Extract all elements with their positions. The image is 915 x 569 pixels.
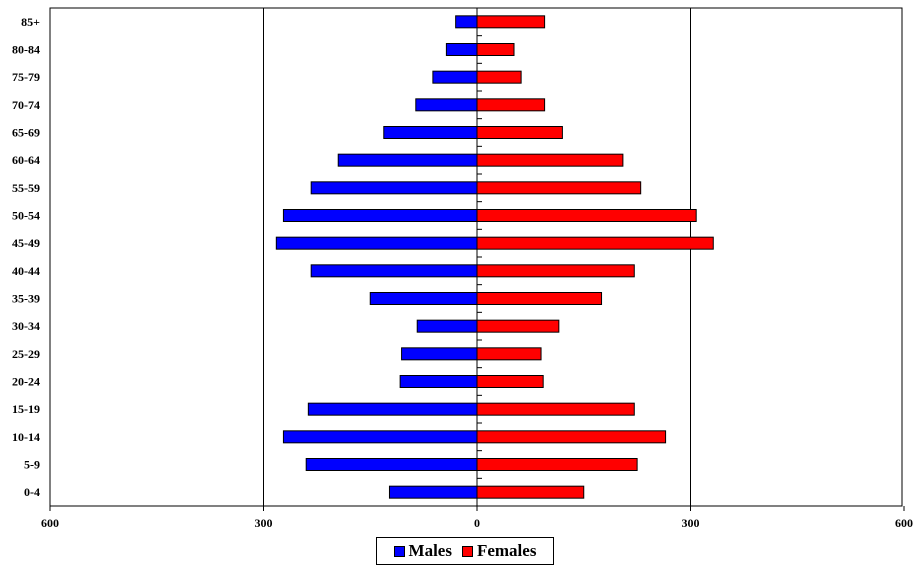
x-tick-label: 0 <box>474 516 480 530</box>
bar-males-50-54 <box>282 209 478 222</box>
legend-item-males: Males <box>393 541 452 561</box>
age-label: 60-64 <box>12 153 40 167</box>
age-label: 80-84 <box>12 43 40 57</box>
age-label: 50-54 <box>12 209 40 223</box>
bar-females-0-4 <box>476 485 585 499</box>
age-label: 40-44 <box>12 264 40 278</box>
bar-females-70-74 <box>476 98 546 112</box>
bar-males-25-29 <box>401 347 478 361</box>
bar-females-55-59 <box>476 181 642 195</box>
bar-males-20-24 <box>399 375 478 388</box>
gridlines <box>263 8 691 506</box>
legend-swatch-males <box>393 545 405 557</box>
age-label: 15-19 <box>12 402 40 416</box>
bar-males-45-49 <box>275 236 478 250</box>
plot-area-border <box>49 7 903 507</box>
legend-label-females: Females <box>476 541 537 560</box>
bar-males-80-84 <box>445 43 478 56</box>
x-tick-labels: 600 300 0 300 600 <box>41 516 913 530</box>
legend-swatch-females <box>461 545 473 557</box>
bar-females-30-34 <box>476 319 560 333</box>
bar-males-85+ <box>455 15 478 29</box>
age-label: 55-59 <box>12 181 40 195</box>
bar-females-15-19 <box>476 402 635 416</box>
age-label: 30-34 <box>12 319 40 333</box>
age-label: 35-39 <box>12 292 40 306</box>
bar-females-10-14 <box>476 430 667 444</box>
legend: Males Females <box>376 537 554 565</box>
bar-males-55-59 <box>310 181 478 195</box>
bar-males-0-4 <box>388 485 478 499</box>
bar-females-40-44 <box>476 264 635 278</box>
bar-males-60-64 <box>337 153 478 167</box>
bars <box>275 15 714 499</box>
bar-females-25-29 <box>476 347 542 361</box>
bar-females-60-64 <box>476 153 624 167</box>
bar-males-15-19 <box>307 402 478 416</box>
bar-females-35-39 <box>476 292 603 305</box>
age-label: 20-24 <box>12 375 40 389</box>
legend-label-males: Males <box>408 541 452 560</box>
bar-males-70-74 <box>415 98 478 112</box>
age-label: 10-14 <box>12 430 40 444</box>
axes <box>49 7 905 511</box>
age-label: 65-69 <box>12 126 40 140</box>
x-tick-label: 300 <box>255 516 273 530</box>
age-label: 5-9 <box>24 458 40 472</box>
legend-item-females: Females <box>461 541 537 561</box>
age-label: 45-49 <box>12 236 40 250</box>
bar-males-5-9 <box>305 458 478 471</box>
bar-females-75-79 <box>476 70 522 84</box>
bar-females-20-24 <box>476 375 544 388</box>
x-tick-label: 600 <box>41 516 59 530</box>
age-label: 25-29 <box>12 347 40 361</box>
bar-females-80-84 <box>476 43 515 56</box>
x-tick-label: 300 <box>682 516 700 530</box>
age-label: 85+ <box>21 15 40 29</box>
age-label: 0-4 <box>24 485 40 499</box>
bar-males-10-14 <box>282 430 478 444</box>
bar-males-30-34 <box>416 319 478 333</box>
bar-females-45-49 <box>476 236 714 250</box>
bar-males-35-39 <box>369 292 478 305</box>
bar-males-65-69 <box>383 126 478 139</box>
age-label: 75-79 <box>12 70 40 84</box>
bar-females-50-54 <box>476 209 697 222</box>
x-tick-label: 600 <box>895 516 913 530</box>
bar-females-65-69 <box>476 126 563 139</box>
bar-females-85+ <box>476 15 546 29</box>
bar-males-40-44 <box>310 264 478 278</box>
age-group-labels: 0-4 5-9 10-14 15-19 20-24 25-29 30-34 35-39 40-4… <box>12 15 40 499</box>
bar-males-75-79 <box>432 70 478 84</box>
bar-females-5-9 <box>476 458 638 471</box>
age-label: 70-74 <box>12 98 40 112</box>
